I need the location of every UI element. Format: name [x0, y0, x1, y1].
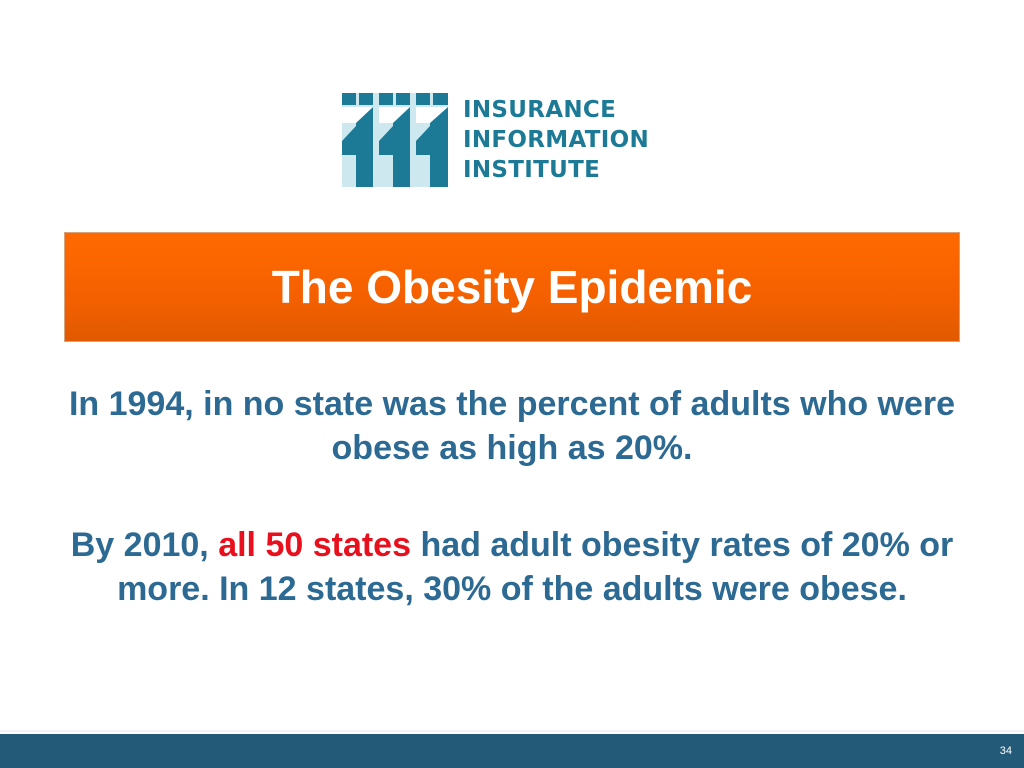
logo-line-2: INFORMATION — [463, 127, 650, 153]
footer-bar: 34 — [0, 734, 1024, 768]
paragraph-2010: By 2010, all 50 states had adult obesity… — [64, 523, 960, 611]
iii-logo: INSURANCE INFORMATION INSTITUTE — [342, 93, 687, 187]
logo-line-1: INSURANCE — [463, 97, 617, 123]
title-banner: The Obesity Epidemic — [64, 232, 960, 342]
paragraph-2010-before: By 2010, — [70, 526, 219, 564]
logo-wordmark: INSURANCE INFORMATION INSTITUTE — [463, 95, 649, 185]
highlight-all-50-states: all 50 states — [218, 526, 411, 564]
paragraph-2010-after: had adult obesity rates of 20% or more. … — [117, 526, 954, 608]
page-number: 34 — [999, 745, 1012, 757]
paragraph-1994: In 1994, in no state was the percent of … — [68, 385, 956, 467]
logo-line-3: INSTITUTE — [463, 157, 601, 183]
iii-logo-mark-icon — [342, 93, 448, 187]
slide-title: The Obesity Epidemic — [271, 261, 753, 313]
footer-divider — [0, 730, 1024, 732]
